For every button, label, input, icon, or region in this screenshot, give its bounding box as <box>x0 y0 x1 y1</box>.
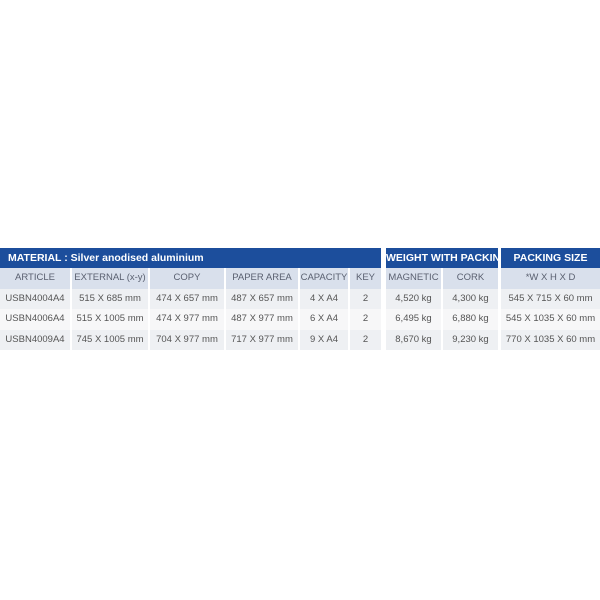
table-cell: 545 X 715 X 60 mm <box>508 292 593 304</box>
table-cell: 2 <box>362 333 369 345</box>
table-cell: 6,495 kg <box>386 309 443 330</box>
column-header: CORK <box>456 272 485 283</box>
column-header: PAPER AREA <box>226 268 300 289</box>
table-row: 4,520 kg 4,300 kg <box>386 288 498 309</box>
table-cell: 704 X 977 mm <box>150 329 226 350</box>
table-row: 8,670 kg 9,230 kg <box>386 329 498 350</box>
packing-title: PACKING SIZE <box>501 248 600 268</box>
table-cell: 770 X 1035 X 60 mm <box>505 333 596 345</box>
header-row: ARTICLE EXTERNAL (x-y) COPY PAPER AREA CAPAC… <box>0 268 381 289</box>
table-cell: 474 X 977 mm <box>150 309 226 330</box>
table-cell: 2 <box>362 313 369 324</box>
table-cell: 6,880 kg <box>452 313 489 324</box>
table-cell: 515 X 685 mm <box>72 288 150 309</box>
table-row: 770 X 1035 X 60 mm <box>501 329 600 350</box>
table-row: 6,495 kg 6,880 kg <box>386 309 498 330</box>
packing-table: PACKING SIZE *W X H X D 545 X 715 X 60 mm… <box>501 248 600 350</box>
table-row: 545 X 1035 X 60 mm <box>501 309 600 330</box>
table-cell: USBN4006A4 <box>0 309 72 330</box>
header-row: MAGNETIC CORK <box>386 268 498 289</box>
table-cell: 515 X 1005 mm <box>72 309 150 330</box>
table-cell: 474 X 657 mm <box>150 288 226 309</box>
table-row: USBN4009A4 745 X 1005 mm 704 X 977 mm 717 X… <box>0 329 381 350</box>
table-cell: 4,520 kg <box>386 288 443 309</box>
table-cell: 2 <box>362 292 369 304</box>
material-title: MATERIAL : Silver anodised aluminium <box>0 248 381 268</box>
table-cell: 8,670 kg <box>386 329 443 350</box>
table-cell: 717 X 977 mm <box>226 329 300 350</box>
table-row: USBN4004A4 515 X 685 mm 474 X 657 mm 487 X … <box>0 288 381 309</box>
table-cell: 745 X 1005 mm <box>72 329 150 350</box>
header-row: *W X H X D <box>501 268 600 289</box>
table-cell: USBN4004A4 <box>0 288 72 309</box>
table-cell: 4,300 kg <box>452 292 489 304</box>
column-header: *W X H X D <box>525 272 576 283</box>
table-cell: 487 X 977 mm <box>226 309 300 330</box>
table-cell: USBN4009A4 <box>0 329 72 350</box>
table-cell: 9,230 kg <box>452 333 489 345</box>
column-header: MAGNETIC <box>386 268 443 289</box>
column-header: KEY <box>355 272 375 283</box>
table-cell: 9 X A4 <box>300 329 350 350</box>
table-cell: 545 X 1035 X 60 mm <box>505 313 596 324</box>
weight-table: WEIGHT WITH PACKING MAGNETIC CORK 4,520 kg… <box>386 248 508 350</box>
column-header: EXTERNAL (x-y) <box>72 268 150 289</box>
table-row: USBN4006A4 515 X 1005 mm 474 X 977 mm 487 X… <box>0 309 381 330</box>
column-header: ARTICLE <box>0 268 72 289</box>
table-row: 545 X 715 X 60 mm <box>501 288 600 309</box>
table-cell: 6 X A4 <box>300 309 350 330</box>
column-header: COPY <box>150 268 226 289</box>
column-header: CAPACITY <box>300 268 350 289</box>
material-table: MATERIAL : Silver anodised aluminium ART… <box>0 248 381 350</box>
table-cell: 487 X 657 mm <box>226 288 300 309</box>
weight-title: WEIGHT WITH PACKING <box>386 248 508 268</box>
table-cell: 4 X A4 <box>300 288 350 309</box>
